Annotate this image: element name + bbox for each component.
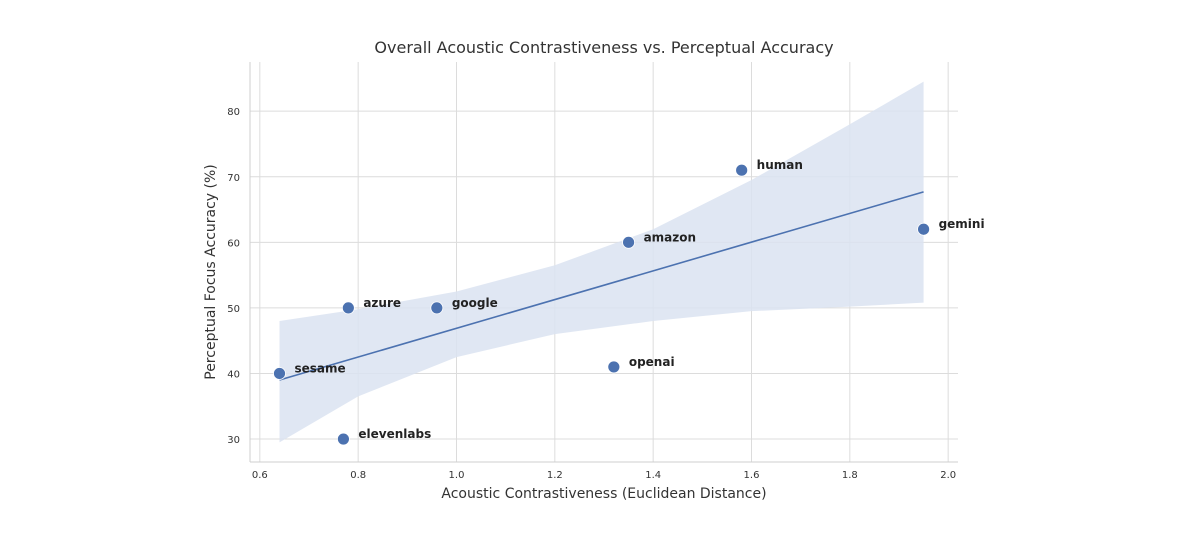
data-point-human <box>735 163 749 177</box>
tick-labels: 0.6 0.8 1.0 1.2 1.4 1.6 1.8 2.0 30 40 50 60 70 80 <box>227 107 956 481</box>
y-tick-label: 80 <box>227 107 240 118</box>
point-label-sesame: sesame <box>295 361 346 375</box>
x-tick-label: 1.8 <box>842 470 858 481</box>
data-point-gemini <box>917 222 930 236</box>
data-point-openai <box>607 360 621 374</box>
axes <box>249 62 958 463</box>
chart-title: Overall Acoustic Contrastiveness vs. Per… <box>374 38 833 57</box>
data-point-google <box>430 301 444 315</box>
x-tick-label: 1.2 <box>547 470 563 481</box>
x-axis-label: Acoustic Contrastiveness (Euclidean Dist… <box>441 486 766 502</box>
data-point-azure <box>341 301 355 315</box>
point-label-azure: azure <box>363 296 401 310</box>
confidence-band-layer <box>279 81 924 443</box>
regression-line-layer <box>279 191 924 381</box>
point-label-gemini: gemini <box>939 217 985 231</box>
point-label-amazon: amazon <box>644 230 696 244</box>
data-points <box>273 163 930 446</box>
y-tick-label: 50 <box>227 304 240 315</box>
point-label-human: human <box>757 158 803 172</box>
x-tick-label: 0.6 <box>252 470 268 481</box>
y-tick-label: 40 <box>227 369 240 380</box>
data-point-amazon <box>622 235 635 249</box>
point-label-elevenlabs: elevenlabs <box>358 427 431 441</box>
x-tick-label: 1.4 <box>645 470 661 481</box>
y-tick-label: 30 <box>227 435 240 446</box>
x-tick-label: 1.6 <box>744 470 760 481</box>
data-point-elevenlabs <box>337 432 350 446</box>
regression-line <box>279 191 924 381</box>
y-tick-label: 60 <box>227 238 240 249</box>
x-tick-label: 1.0 <box>449 470 465 481</box>
point-label-google: google <box>452 296 498 310</box>
y-axis-label: Perceptual Focus Accuracy (%) <box>203 164 219 380</box>
confidence-band <box>279 81 924 443</box>
point-label-openai: openai <box>629 355 675 369</box>
y-tick-label: 70 <box>227 173 240 184</box>
data-point-sesame <box>273 367 286 380</box>
point-labels: sesame elevenlabs azure google openai amazon h… <box>295 158 985 441</box>
x-tick-label: 2.0 <box>940 470 956 481</box>
x-tick-label: 0.8 <box>350 470 366 481</box>
